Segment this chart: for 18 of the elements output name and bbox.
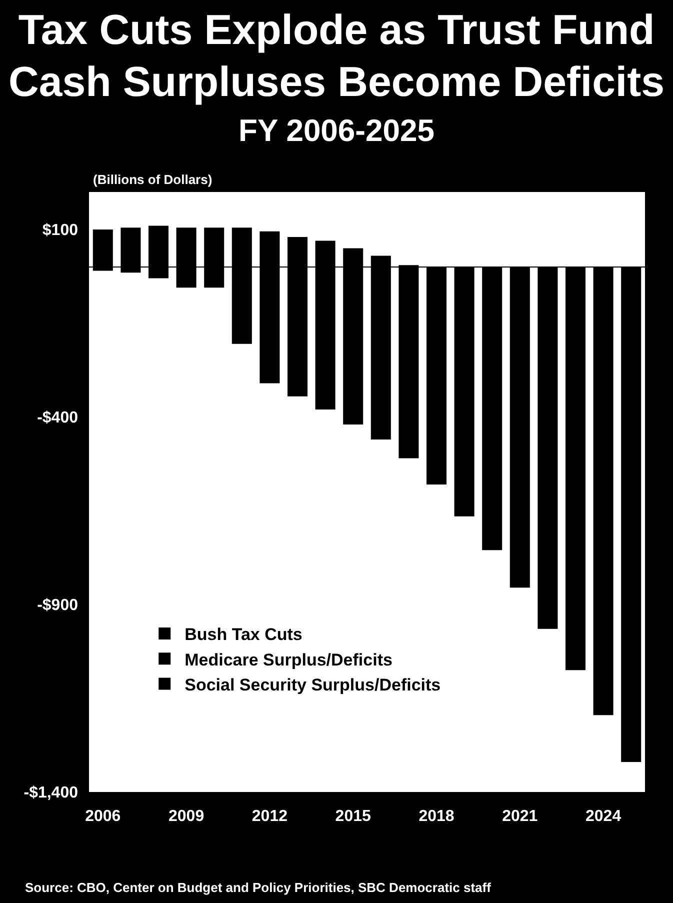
- legend-label: Bush Tax Cuts: [184, 625, 302, 644]
- x-tick-label: 2015: [335, 808, 371, 825]
- y-tick-label: $100: [42, 222, 78, 240]
- x-tick-label: 2021: [502, 808, 538, 825]
- y-tick-label: -$400: [37, 410, 78, 427]
- y-tick-label: -$1,400: [24, 784, 78, 802]
- x-tick-label: 2006: [85, 808, 121, 825]
- y-axis-title: (Billions of Dollars): [93, 172, 212, 188]
- chart-title: Tax Cuts Explode as Trust Fund Cash Surpluses Become Deficits: [8, 5, 666, 107]
- x-tick-label: 2018: [418, 808, 454, 825]
- x-tick-label: 2024: [586, 808, 622, 825]
- chart-subtitle: FY 2006-2025: [238, 112, 436, 150]
- x-tick-label: 2009: [168, 808, 204, 825]
- y-tick-label: -$900: [37, 597, 78, 614]
- legend-label: Social Security Surplus/Deficits: [184, 675, 441, 694]
- source-note: Source: CBO, Center on Budget and Policy Priorities, SBC Democratic staff: [25, 880, 491, 896]
- x-tick-label: 2012: [252, 808, 288, 825]
- legend-label: Medicare Surplus/Deficits: [184, 650, 392, 670]
